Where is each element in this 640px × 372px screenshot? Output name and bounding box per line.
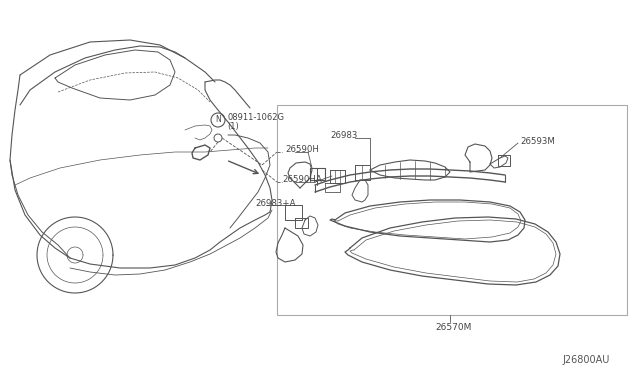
Text: (1): (1) [227,122,239,131]
Text: 26593M: 26593M [520,137,555,145]
Bar [277,105,627,315]
Text: 26983: 26983 [330,131,357,141]
Text: J26800AU: J26800AU [563,355,610,365]
Text: 26590H: 26590H [285,145,319,154]
Text: 08911-1062G: 08911-1062G [227,113,284,122]
Text: 26570M: 26570M [435,323,472,331]
Text: 26983+A: 26983+A [255,199,296,208]
Text: 26590HA: 26590HA [282,176,322,185]
Text: N: N [215,115,221,125]
